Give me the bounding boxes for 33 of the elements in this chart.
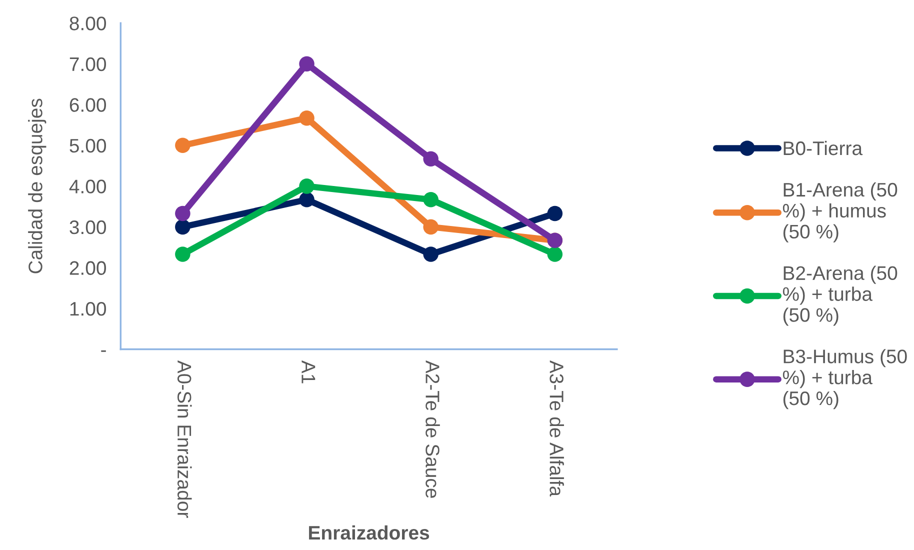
legend-label: B0-Tierra [784, 140, 863, 156]
point [299, 192, 314, 208]
y-tick-label: 2.00 [70, 261, 106, 275]
y-tick-label: 7.00 [70, 57, 106, 72]
x-tick-label: A1 [302, 360, 316, 384]
legend-label: B1-Arena (50 %) + humus (50 %) [782, 182, 898, 242]
point [175, 219, 190, 235]
y-axis-title: Calidad de esquejes [28, 98, 46, 274]
legend-label: B2-Arena (50 %) + turba (50 %) [782, 266, 898, 326]
x-tick-label: A3-Te de Alfalfa [550, 360, 564, 497]
x-tick-label: A0-Sin Enraizador [177, 360, 192, 518]
y-tick-label: 6.00 [70, 98, 106, 112]
point [299, 110, 314, 126]
point [175, 138, 190, 154]
x-axis-title: Enraizadores [309, 525, 430, 540]
point [423, 246, 438, 262]
y-tick-label: 4.00 [69, 180, 106, 194]
point [547, 206, 563, 222]
y-tick-label: - [101, 350, 106, 352]
point [175, 246, 190, 262]
point [547, 246, 563, 262]
y-tick-label: 5.00 [70, 138, 106, 153]
point [423, 151, 438, 166]
point [423, 192, 438, 208]
point [423, 219, 438, 235]
y-tick-label: 8.00 [70, 16, 106, 30]
point [299, 178, 314, 194]
y-tick-label: 3.00 [70, 220, 106, 234]
x-tick-label: A2-Te de Sauce [426, 360, 440, 498]
point [175, 206, 190, 222]
legend-label: B3-Humus (50 %) + turba (50 %) [782, 349, 907, 410]
point [299, 56, 314, 72]
y-tick-label: 1.00 [70, 302, 106, 316]
